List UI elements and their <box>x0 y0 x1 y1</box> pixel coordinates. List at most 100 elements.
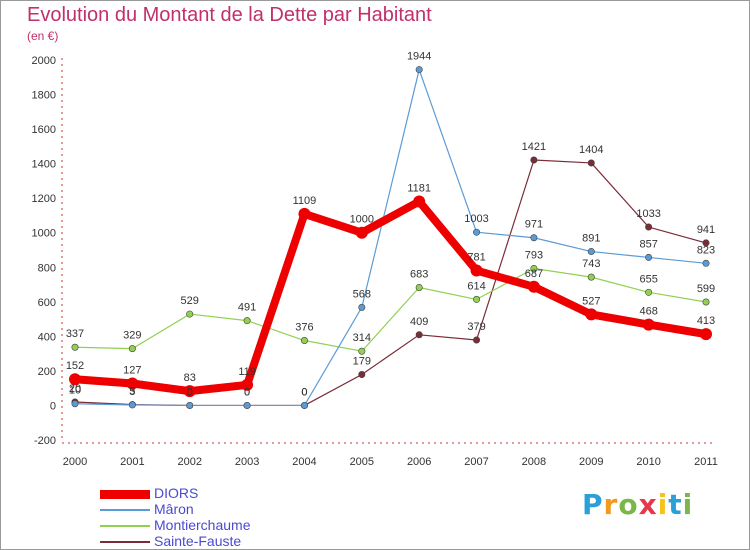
data-point <box>530 234 538 242</box>
legend-swatch-maron <box>100 509 150 511</box>
logo-letter: x <box>638 488 658 521</box>
data-label: 1944 <box>407 51 431 63</box>
x-tick-label: 2006 <box>407 456 431 468</box>
data-label: 119 <box>238 366 256 378</box>
data-point <box>358 303 366 311</box>
data-point <box>71 343 79 351</box>
proxiti-logo: Proxiti <box>582 488 693 521</box>
data-label: 793 <box>525 249 543 261</box>
data-label: 1033 <box>636 208 660 220</box>
data-label: 941 <box>697 224 715 236</box>
legend-label-montierchaume: Montierchaume <box>154 517 251 533</box>
data-label: 83 <box>184 372 196 384</box>
data-label: 687 <box>525 268 543 280</box>
data-point <box>530 264 538 272</box>
data-label: 823 <box>697 244 715 256</box>
data-point <box>415 331 423 339</box>
data-point <box>71 400 79 408</box>
data-label: 781 <box>467 252 485 264</box>
data-point <box>530 156 538 164</box>
data-point <box>358 347 366 355</box>
data-point <box>358 371 366 379</box>
data-label: 337 <box>66 328 84 340</box>
data-label: 3 <box>129 386 135 398</box>
data-label: 413 <box>697 315 715 327</box>
data-point <box>700 328 712 341</box>
data-point <box>702 239 710 247</box>
data-label: 857 <box>639 238 657 250</box>
chart-subtitle: (en €) <box>27 29 59 43</box>
data-point <box>473 228 481 236</box>
data-label: 10 <box>69 385 81 397</box>
data-point <box>413 195 426 208</box>
data-point <box>527 280 540 293</box>
y-tick-label: 1000 <box>32 228 56 240</box>
data-label: 127 <box>123 365 141 377</box>
y-tick-label: 1200 <box>32 193 56 205</box>
x-tick-label: 2008 <box>522 456 546 468</box>
data-point <box>470 264 483 277</box>
x-tick-label: 2010 <box>636 456 660 468</box>
y-tick-label: 800 <box>38 262 56 274</box>
x-tick-label: 2000 <box>63 456 87 468</box>
x-tick-label: 2001 <box>120 456 144 468</box>
data-point <box>642 318 655 331</box>
data-label: 409 <box>410 316 428 328</box>
data-label: 152 <box>66 360 84 372</box>
data-label: 20 <box>69 383 81 395</box>
data-label: 329 <box>123 330 141 342</box>
data-label: 891 <box>582 233 600 245</box>
legend-swatch-montierchaume <box>100 525 150 527</box>
data-point <box>587 248 595 256</box>
data-label: 1003 <box>464 213 488 225</box>
data-point <box>243 317 251 325</box>
data-label: 1404 <box>579 144 603 156</box>
y-tick-label: 200 <box>38 366 56 378</box>
data-label: 0 <box>244 386 250 398</box>
legend-label-diors: DIORS <box>154 485 199 501</box>
data-point <box>702 259 710 267</box>
logo-letter: P <box>582 488 604 521</box>
data-point <box>415 66 423 74</box>
data-point <box>128 401 136 409</box>
logo-letter: o <box>618 488 639 521</box>
data-label: 655 <box>639 273 657 285</box>
y-tick-label: 1800 <box>32 90 56 102</box>
data-point <box>415 283 423 291</box>
logo-letter: t <box>668 488 683 521</box>
series-line <box>74 267 707 352</box>
data-point <box>473 336 481 344</box>
y-tick-label: 400 <box>38 331 56 343</box>
data-point <box>645 223 653 231</box>
data-label: 468 <box>639 306 657 318</box>
x-tick-label: 2004 <box>292 456 316 468</box>
data-point <box>69 373 81 386</box>
data-point <box>355 226 368 239</box>
data-label: 0 <box>187 386 193 398</box>
data-point <box>587 159 595 167</box>
x-tick-label: 2007 <box>464 456 488 468</box>
data-label: 0 <box>244 386 250 398</box>
data-label: 683 <box>410 268 428 280</box>
data-label: 1109 <box>293 195 317 207</box>
data-label: 1000 <box>350 214 374 226</box>
data-point <box>241 378 254 391</box>
data-point <box>128 345 136 353</box>
x-tick-label: 2009 <box>579 456 603 468</box>
legend-swatch-diors <box>100 490 150 499</box>
legend-swatch-sainte-fauste <box>100 541 150 543</box>
x-tick-label: 2002 <box>177 456 201 468</box>
data-label: 0 <box>187 386 193 398</box>
data-point <box>645 253 653 261</box>
logo-letter: i <box>682 488 694 521</box>
data-point <box>473 295 481 303</box>
data-label: 379 <box>467 321 485 333</box>
data-label: 1181 <box>407 182 431 194</box>
data-point <box>587 273 595 281</box>
data-label: 529 <box>181 295 199 307</box>
data-label: 491 <box>238 302 256 314</box>
logo-letter: r <box>603 488 619 521</box>
data-label: 971 <box>525 219 543 231</box>
data-label: 314 <box>353 332 371 344</box>
